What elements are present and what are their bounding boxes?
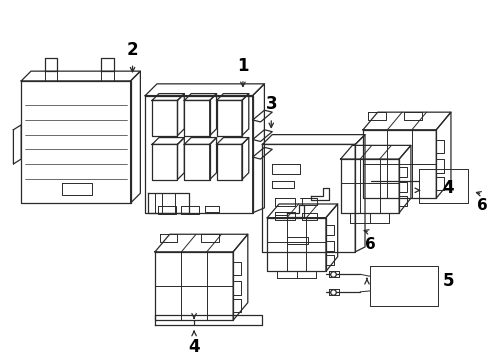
Text: 1: 1 bbox=[237, 57, 249, 75]
Text: 2: 2 bbox=[127, 41, 138, 59]
Text: 4: 4 bbox=[442, 179, 454, 197]
Text: 6: 6 bbox=[365, 238, 375, 252]
Text: 5: 5 bbox=[442, 272, 454, 290]
Text: 4: 4 bbox=[188, 338, 200, 356]
Text: 6: 6 bbox=[477, 198, 488, 213]
Text: 3: 3 bbox=[266, 95, 277, 113]
